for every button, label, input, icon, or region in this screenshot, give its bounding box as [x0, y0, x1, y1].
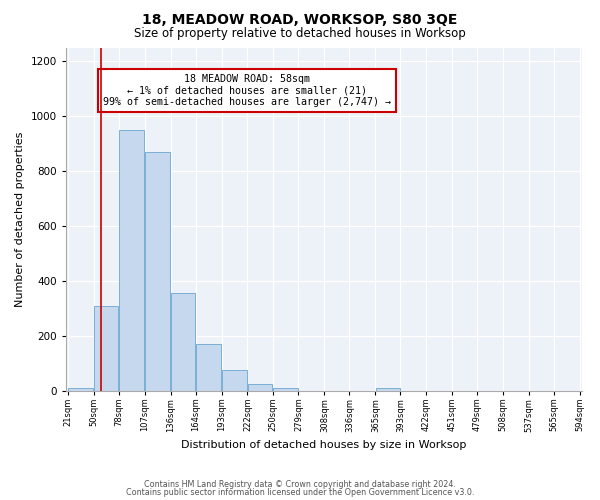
Y-axis label: Number of detached properties: Number of detached properties: [15, 132, 25, 307]
Text: Contains HM Land Registry data © Crown copyright and database right 2024.: Contains HM Land Registry data © Crown c…: [144, 480, 456, 489]
X-axis label: Distribution of detached houses by size in Worksop: Distribution of detached houses by size …: [181, 440, 467, 450]
Bar: [376, 388, 400, 390]
Bar: [145, 152, 170, 390]
Text: Contains public sector information licensed under the Open Government Licence v3: Contains public sector information licen…: [126, 488, 474, 497]
Bar: [171, 293, 196, 390]
Text: 18, MEADOW ROAD, WORKSOP, S80 3QE: 18, MEADOW ROAD, WORKSOP, S80 3QE: [142, 12, 458, 26]
Bar: [94, 306, 118, 390]
Bar: [248, 384, 272, 390]
Bar: [119, 130, 145, 390]
Text: Size of property relative to detached houses in Worksop: Size of property relative to detached ho…: [134, 28, 466, 40]
Bar: [222, 370, 247, 390]
Bar: [273, 388, 298, 390]
Text: 18 MEADOW ROAD: 58sqm
← 1% of detached houses are smaller (21)
99% of semi-detac: 18 MEADOW ROAD: 58sqm ← 1% of detached h…: [103, 74, 391, 107]
Bar: [68, 388, 94, 390]
Bar: [196, 344, 221, 391]
